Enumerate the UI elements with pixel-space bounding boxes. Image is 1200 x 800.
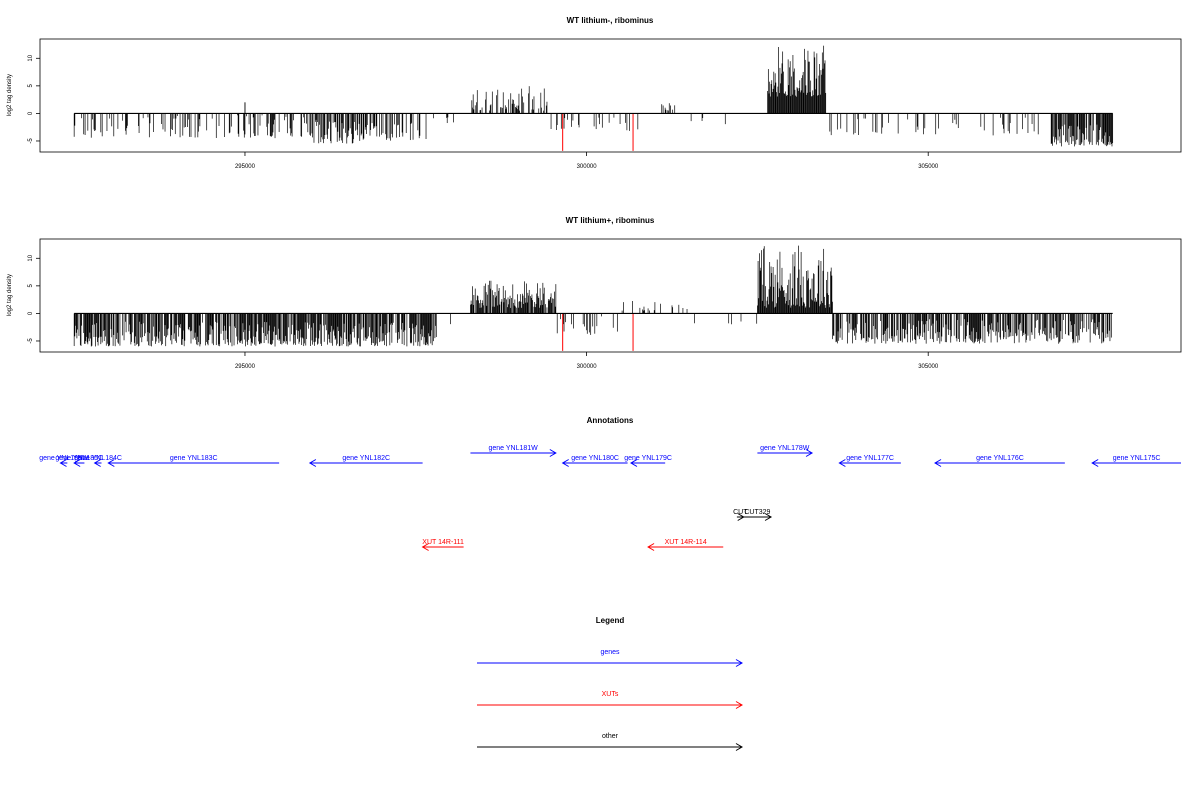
feature-arrow-head xyxy=(630,459,638,467)
feature-arrow-head xyxy=(934,459,942,467)
feature-label: CUT329 xyxy=(744,509,770,516)
feature-label: gene YNL177C xyxy=(846,455,894,462)
feature-label: gene YNL176C xyxy=(976,455,1024,462)
legend-title: Legend xyxy=(596,616,625,625)
y-tick-label: 5 xyxy=(28,84,34,88)
y-tick-label: 5 xyxy=(28,284,34,288)
y-tick-label: 0 xyxy=(28,111,34,115)
feature-label: gene YNL185C xyxy=(55,455,103,462)
legend-entry: other xyxy=(477,733,743,751)
feature-label: XUT 14R-114 xyxy=(665,539,707,546)
y-tick-label: -5 xyxy=(28,338,34,344)
y-axis: -5 0 5 10 xyxy=(28,254,40,344)
feature-arrow-head xyxy=(561,459,569,467)
feature-label: gene YNL180C xyxy=(571,455,619,462)
feature-arrow-head xyxy=(735,701,743,709)
y-tick-label: -5 xyxy=(28,138,34,144)
annotation-feature: gene YNL185C xyxy=(55,455,103,467)
feature-arrow-head xyxy=(1091,459,1099,467)
y-axis: -5 0 5 10 xyxy=(28,54,40,144)
y-axis-label: log2 tag density xyxy=(7,274,13,316)
feature-arrow-head xyxy=(764,513,773,521)
annotation-feature: gene YNL176C xyxy=(934,455,1065,467)
feature-arrow-head xyxy=(421,543,429,551)
feature-arrow-head xyxy=(59,459,67,467)
legend-entry-label: other xyxy=(602,733,619,740)
annotation-feature: gene YNL175C xyxy=(1091,455,1181,467)
feature-label: XUT 14R-111 xyxy=(422,539,464,546)
plot-frame xyxy=(39,238,1182,353)
highlight-spikes xyxy=(562,113,634,151)
feature-arrow-head xyxy=(73,459,81,467)
y-tick-label: 10 xyxy=(28,54,34,61)
feature-label: CUT xyxy=(733,509,748,516)
feature-label: gene YNL184C xyxy=(74,455,122,462)
annotations-title: Annotations xyxy=(587,416,634,425)
annotation-feature: gene YNL182C xyxy=(308,455,423,467)
annotation-feature: XUT 14R-114 xyxy=(647,539,724,551)
annotation-feature: gene YNL179C xyxy=(624,455,672,467)
density-panel-lithium-minus: WT lithium-, ribominus log2 tag density … xyxy=(7,16,1182,170)
annotation-feature: gene YNL184C xyxy=(74,455,122,467)
feature-label: gene YNL182C xyxy=(342,455,390,462)
legend-entry-label: genes xyxy=(600,649,620,656)
x-tick-label: 300000 xyxy=(577,164,598,170)
x-tick-label: 300000 xyxy=(577,364,598,370)
feature-arrow-head xyxy=(647,543,655,551)
density-bars xyxy=(73,45,1114,147)
annotation-feature: CUT329 xyxy=(743,509,773,521)
panel-title: WT lithium+, ribominus xyxy=(566,216,655,225)
y-tick-label: 0 xyxy=(28,311,34,315)
plot-frame xyxy=(39,38,1182,153)
legend-entry: genes xyxy=(477,649,743,667)
feature-label: gene YNL181W xyxy=(488,445,538,452)
x-tick-label: 305000 xyxy=(918,364,939,370)
highlight-spikes xyxy=(562,313,634,351)
density-bars xyxy=(73,245,1112,347)
annotation-feature: gene YNL186W xyxy=(39,455,89,467)
feature-arrow-head xyxy=(93,459,101,467)
feature-arrow-head xyxy=(735,659,743,667)
density-panel-lithium-plus: WT lithium+, ribominus log2 tag density … xyxy=(7,216,1182,370)
feature-arrow-head xyxy=(735,743,743,751)
feature-arrow-head xyxy=(838,459,846,467)
annotation-feature: XUT 14R-111 xyxy=(421,539,464,551)
x-axis: 295000 300000 305000 xyxy=(235,352,939,370)
y-tick-label: 10 xyxy=(28,254,34,261)
panel-title: WT lithium-, ribominus xyxy=(567,16,654,25)
feature-label: gene YNL186W xyxy=(39,455,89,462)
annotation-feature: gene YNL181W xyxy=(470,445,557,457)
feature-label: gene YNL178W xyxy=(760,445,810,452)
annotation-feature: gene YNL178W xyxy=(757,445,814,457)
x-tick-label: 295000 xyxy=(235,164,256,170)
annotation-feature: gene YNL183C xyxy=(107,455,280,467)
feature-label: gene YNL179C xyxy=(624,455,672,462)
x-tick-label: 305000 xyxy=(918,164,939,170)
legend-entry: XUTs xyxy=(477,691,743,709)
feature-arrow-head xyxy=(805,449,814,457)
y-axis-label: log2 tag density xyxy=(7,74,13,116)
feature-label: gene YNL183C xyxy=(170,455,218,462)
legend-entry-label: XUTs xyxy=(602,691,619,698)
legend: Legend genes XUTs other xyxy=(477,616,743,751)
feature-label: gene YNL175C xyxy=(1113,455,1161,462)
feature-arrow-head xyxy=(107,459,115,467)
feature-arrow-head xyxy=(308,459,317,467)
feature-arrow-head xyxy=(549,449,557,457)
x-tick-label: 295000 xyxy=(235,364,256,370)
legend-entries: genes XUTs other xyxy=(477,649,743,751)
annotation-feature: gene YNL180C xyxy=(561,455,628,467)
annotation-feature: gene YNL177C xyxy=(838,455,901,467)
x-axis: 295000 300000 305000 xyxy=(235,152,939,170)
